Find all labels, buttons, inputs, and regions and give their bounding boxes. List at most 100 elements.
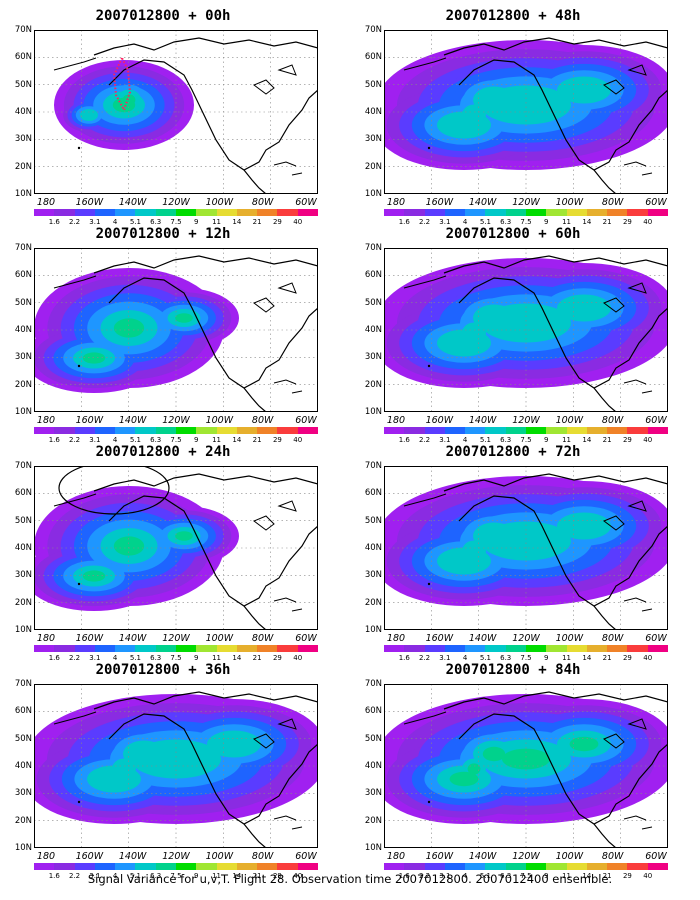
- contour-fill: [175, 531, 193, 541]
- lon-tick-label: 80W: [601, 197, 624, 208]
- lat-tick-label: 40N: [364, 107, 382, 117]
- colorbar-label: 5.1: [479, 218, 491, 226]
- coastline: [93, 691, 318, 848]
- colorbar-swatch: [155, 863, 177, 870]
- lon-tick-label: 80W: [601, 633, 624, 644]
- colorbar-label: 5.1: [129, 654, 141, 662]
- lon-tick-label: 180: [36, 197, 56, 208]
- colorbar-label: 21: [602, 218, 612, 226]
- colorbar-swatch: [647, 863, 669, 870]
- colorbar-label: 4: [112, 654, 118, 662]
- colorbar-swatch: [196, 863, 218, 870]
- colorbar-label: 29: [622, 218, 632, 226]
- colorbar-label: 9: [194, 436, 199, 444]
- colorbar-swatch: [176, 427, 197, 434]
- colorbar-swatch: [277, 209, 299, 216]
- colorbar-label: 21: [252, 436, 262, 444]
- colorbar-swatch: [115, 209, 136, 216]
- caribbean-islands: [623, 379, 653, 394]
- lon-tick-label: 140W: [468, 633, 497, 644]
- colorbar-label: 4: [462, 872, 468, 880]
- colorbar-label: 29: [622, 872, 632, 880]
- colorbar-label: 21: [602, 872, 612, 880]
- colorbar-label: 3.1: [89, 654, 101, 662]
- lat-tick-label: 40N: [364, 543, 382, 553]
- lat-tick-label: 40N: [14, 761, 32, 771]
- lon-tick-label: 180: [386, 633, 406, 644]
- colorbar-label: 1.6: [48, 436, 60, 444]
- lon-tick-label: 140W: [468, 197, 497, 208]
- colorbar-swatch: [135, 645, 157, 652]
- lon-tick-label: 160W: [75, 851, 104, 862]
- lat-tick-label: 30N: [14, 134, 32, 145]
- colorbar-label: 14: [232, 872, 242, 880]
- hawaii-islands: [427, 800, 431, 804]
- contour-fill: [482, 746, 506, 762]
- lon-tick-label: 60W: [295, 197, 317, 208]
- colorbar-swatch: [444, 863, 466, 870]
- lakes-outline: [253, 718, 297, 749]
- map-frame: [384, 30, 668, 194]
- colorbar-swatch: [546, 209, 568, 216]
- contour-fill: [502, 748, 550, 770]
- colorbar-swatch: [586, 209, 608, 216]
- colorbar-swatch: [34, 645, 55, 652]
- caribbean-islands: [273, 597, 303, 612]
- lon-tick-label: 160W: [425, 197, 454, 208]
- colorbar-label: 40: [643, 436, 653, 444]
- colorbar-label: 11: [212, 218, 222, 226]
- colorbar-swatch: [404, 427, 426, 434]
- colorbar-label: 29: [622, 436, 632, 444]
- colorbar-label: 40: [293, 654, 303, 662]
- hawaii-islands: [77, 146, 81, 150]
- colorbar-swatch: [94, 863, 116, 870]
- lon-tick-label: 160W: [75, 633, 104, 644]
- colorbar-label: 29: [622, 654, 632, 662]
- aleutian-islands: [403, 711, 447, 725]
- flight-track: [112, 55, 132, 113]
- coastline: [93, 37, 318, 194]
- colorbar-swatch: [297, 427, 319, 434]
- lon-tick-label: 180: [36, 851, 56, 862]
- colorbar-swatch: [257, 427, 278, 434]
- colorbar-swatch: [384, 645, 405, 652]
- contour-fill: [473, 304, 515, 332]
- lat-tick-label: 70N: [364, 461, 382, 471]
- colorbar-swatch: [607, 645, 628, 652]
- lat-tick-label: 30N: [364, 788, 382, 799]
- contour-fill: [126, 539, 142, 553]
- lon-tick-label: 140W: [118, 415, 147, 426]
- lon-tick-label: 100W: [555, 415, 584, 426]
- colorbar-label: 14: [582, 436, 592, 444]
- variance-map: [34, 30, 318, 194]
- contour-level: [82, 531, 193, 582]
- lat-tick-label: 60N: [364, 488, 382, 499]
- colorbar-label: 6.3: [150, 218, 162, 226]
- colorbar-swatch: [647, 645, 669, 652]
- lat-tick-label: 30N: [14, 570, 32, 581]
- coastline: [443, 473, 668, 630]
- lat-tick-label: 60N: [364, 706, 382, 717]
- lat-tick-label: 20N: [14, 597, 32, 608]
- colorbar-label: 4: [462, 436, 468, 444]
- lon-tick-label: 140W: [468, 415, 497, 426]
- hawaii-islands: [77, 800, 81, 804]
- colorbar-label: 21: [252, 872, 262, 880]
- colorbar-swatch: [546, 645, 568, 652]
- variance-map: [34, 248, 318, 412]
- lat-tick-label: 10N: [364, 625, 382, 635]
- colorbar-label: 2.2: [418, 654, 431, 662]
- caribbean-islands: [623, 161, 653, 176]
- colorbar-swatch: [115, 645, 136, 652]
- caribbean-islands: [623, 597, 653, 612]
- colorbar-swatch: [404, 863, 426, 870]
- colorbar-swatch: [526, 209, 547, 216]
- colorbar-swatch: [404, 645, 426, 652]
- colorbar-swatch: [135, 863, 157, 870]
- colorbar-label: 6.3: [150, 654, 162, 662]
- lon-tick-label: 80W: [601, 851, 624, 862]
- lon-tick-label: 180: [36, 415, 56, 426]
- colorbar-label: 6.3: [500, 218, 512, 226]
- colorbar-label: 1.6: [398, 218, 410, 226]
- lon-tick-label: 160W: [425, 633, 454, 644]
